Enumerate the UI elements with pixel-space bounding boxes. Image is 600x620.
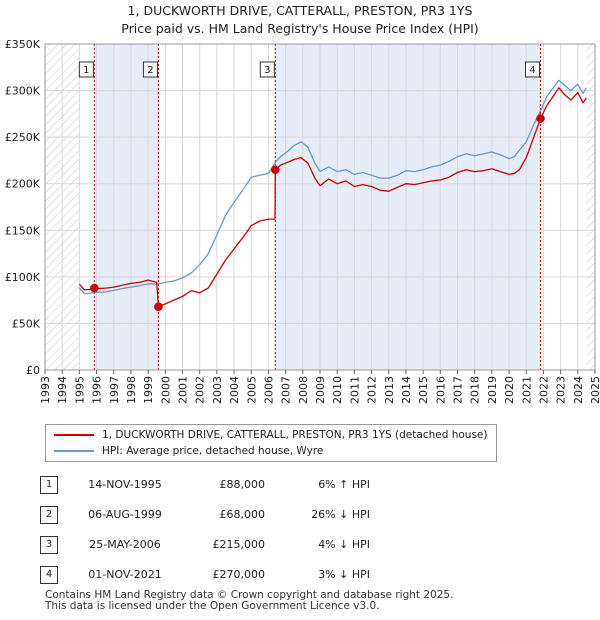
sale-number-box <box>525 61 541 78</box>
sale-number-badge: 1 <box>40 476 58 494</box>
legend-entry-hpi: HPI: Average price, detached house, Wyre <box>54 443 494 459</box>
x-tick-label: 1998 <box>125 376 138 404</box>
series-line-hpi <box>78 79 587 295</box>
x-tick-label: 2016 <box>434 376 447 404</box>
sale-price: £215,000 <box>212 538 266 551</box>
sale-row: 3 25-MAY-2006 £215,000 4% ↓ HPI <box>0 534 600 556</box>
y-tick-label: £0 <box>26 364 40 377</box>
chart-title-line2: Price paid vs. HM Land Registry's House … <box>121 21 479 36</box>
x-tick-label: 2023 <box>555 376 568 404</box>
x-tick-label: 1994 <box>56 376 69 404</box>
sale-number-box <box>142 61 158 78</box>
x-tick-label: 2017 <box>452 376 465 404</box>
sale-number-label: 1 <box>83 65 89 76</box>
sale-date: 01-NOV-2021 <box>88 568 162 581</box>
x-tick-label: 2007 <box>280 376 293 404</box>
hatched-region <box>586 44 595 370</box>
x-tick-label: 2019 <box>486 376 499 404</box>
x-tick-label: 2003 <box>211 376 224 404</box>
legend-entry-property: 1, DUCKWORTH DRIVE, CATTERALL, PRESTON, … <box>54 427 494 443</box>
legend-label-hpi: HPI: Average price, detached house, Wyre <box>102 445 324 457</box>
sale-hpi-diff: 4% ↓ HPI <box>318 538 370 551</box>
sale-hpi-diff: 3% ↓ HPI <box>318 568 370 581</box>
x-tick-label: 1996 <box>91 376 104 404</box>
sale-number-box <box>259 61 275 78</box>
x-tick-label: 2015 <box>417 376 430 404</box>
chart-title-line1: 1, DUCKWORTH DRIVE, CATTERALL, PRESTON, … <box>127 3 473 18</box>
x-tick-label: 2022 <box>537 376 550 404</box>
series-line-property <box>78 87 587 308</box>
x-tick-label: 2011 <box>348 376 361 404</box>
legend-label-property: 1, DUCKWORTH DRIVE, CATTERALL, PRESTON, … <box>102 429 488 441</box>
x-tick-label: 2001 <box>177 376 190 404</box>
shaded-region <box>275 44 541 370</box>
x-tick-label: 2009 <box>314 376 327 404</box>
x-tick-label: 1997 <box>108 376 121 404</box>
y-tick-label: £150K <box>5 224 41 237</box>
chart-legend: 1, DUCKWORTH DRIVE, CATTERALL, PRESTON, … <box>45 424 497 462</box>
x-tick-label: 2021 <box>520 376 533 404</box>
sales-table: 1 14-NOV-1995 £88,000 6% ↑ HPI 2 06-AUG-… <box>0 470 600 590</box>
shaded-region <box>94 44 159 370</box>
sale-point <box>271 165 280 175</box>
y-tick-label: £350K <box>5 38 41 51</box>
x-tick-label: 2018 <box>469 376 482 404</box>
sale-point <box>536 114 545 123</box>
y-tick-label: £300K <box>5 85 41 98</box>
sale-number-label: 4 <box>529 65 535 76</box>
x-tick-label: 2006 <box>262 376 275 404</box>
x-tick-label: 1995 <box>73 376 86 404</box>
x-tick-label: 2014 <box>400 376 413 404</box>
sale-price: £270,000 <box>212 568 266 581</box>
x-tick-label: 1999 <box>142 376 155 404</box>
footer-attribution: Contains HM Land Registry data © Crown c… <box>45 590 453 612</box>
x-tick-label: 2004 <box>228 376 241 404</box>
sale-date: 06-AUG-1999 <box>88 508 162 521</box>
chart-title: 1, DUCKWORTH DRIVE, CATTERALL, PRESTON, … <box>0 2 600 38</box>
x-tick-label: 2002 <box>194 376 207 404</box>
x-tick-label: 2020 <box>503 376 516 404</box>
y-tick-label: £50K <box>12 317 41 330</box>
x-tick-label: 2008 <box>297 376 310 404</box>
y-tick-label: £200K <box>5 178 41 191</box>
legend-swatch-property <box>54 434 94 436</box>
footer-line2: This data is licensed under the Open Gov… <box>45 600 380 612</box>
sale-hpi-diff: 26% ↓ HPI <box>311 508 370 521</box>
legend-swatch-hpi <box>54 450 94 452</box>
x-tick-label: 2024 <box>572 376 585 404</box>
x-tick-label: 2025 <box>589 376 600 404</box>
x-tick-label: 1993 <box>39 376 52 404</box>
sale-number-label: 2 <box>147 65 153 76</box>
sale-number-label: 3 <box>264 65 270 76</box>
sale-hpi-diff: 6% ↑ HPI <box>318 478 370 491</box>
sale-number-box <box>78 61 94 78</box>
x-tick-label: 2000 <box>159 376 172 404</box>
y-tick-label: £250K <box>5 131 41 144</box>
sale-number-badge: 2 <box>40 506 58 524</box>
sale-row: 4 01-NOV-2021 £270,000 3% ↓ HPI <box>0 564 600 586</box>
y-tick-label: £100K <box>5 271 41 284</box>
x-tick-label: 2013 <box>383 376 396 404</box>
sale-row: 1 14-NOV-1995 £88,000 6% ↑ HPI <box>0 474 600 496</box>
sale-price: £68,000 <box>219 508 266 521</box>
sale-point <box>154 302 163 311</box>
sale-number-badge: 3 <box>40 536 58 554</box>
sale-date: 14-NOV-1995 <box>88 478 162 491</box>
price-chart: 1 2 3 4 £0 £50K £100K £150K £200K £250K £300K £350… <box>5 38 600 404</box>
sale-price: £88,000 <box>219 478 266 491</box>
x-tick-label: 2005 <box>245 376 258 404</box>
sale-date: 25-MAY-2006 <box>89 538 161 551</box>
sale-point <box>90 283 99 293</box>
sale-row: 2 06-AUG-1999 £68,000 26% ↓ HPI <box>0 504 600 526</box>
sale-number-badge: 4 <box>40 566 58 584</box>
x-tick-label: 2012 <box>366 376 379 404</box>
footer-line1: Contains HM Land Registry data © Crown c… <box>45 589 454 601</box>
x-tick-label: 2010 <box>331 376 344 404</box>
